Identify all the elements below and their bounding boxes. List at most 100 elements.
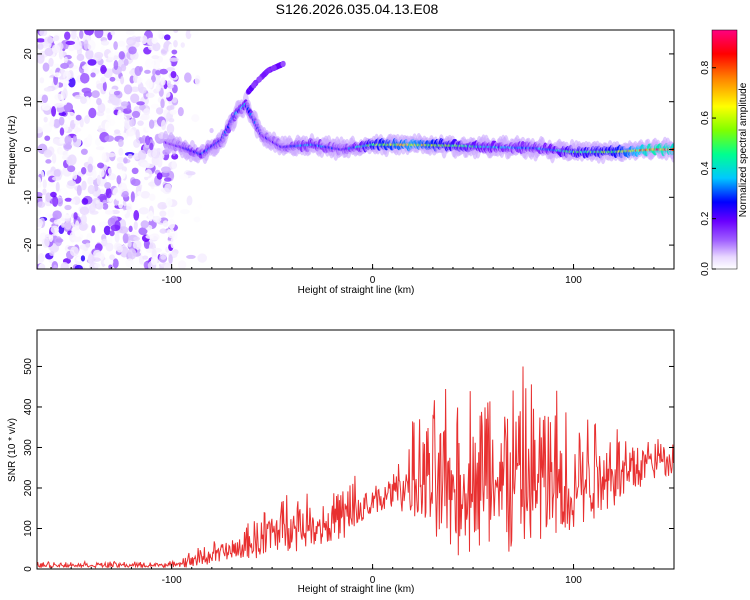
noise-cell bbox=[49, 251, 55, 256]
noise-cell bbox=[170, 237, 175, 249]
noise-cell bbox=[87, 176, 94, 185]
noise-cell bbox=[143, 261, 149, 269]
noise-cell bbox=[112, 258, 119, 269]
noise-cell bbox=[68, 44, 75, 52]
noise-cell bbox=[130, 86, 140, 93]
noise-cell bbox=[123, 84, 133, 95]
noise-cell bbox=[185, 171, 196, 176]
noise-cell bbox=[68, 77, 76, 88]
noise-cell bbox=[80, 96, 87, 104]
noise-cell bbox=[51, 44, 61, 54]
noise-cell bbox=[100, 40, 110, 46]
colorbar-tick-label: 0.2 bbox=[700, 211, 711, 225]
noise-cell bbox=[137, 191, 142, 196]
noise-cell bbox=[103, 225, 111, 236]
noise-cell bbox=[142, 255, 149, 260]
noise-cell bbox=[110, 96, 120, 106]
noise-cell bbox=[87, 59, 97, 66]
snr-frame bbox=[36, 329, 675, 570]
noise-cell bbox=[72, 170, 78, 181]
noise-cell bbox=[84, 115, 90, 124]
noise-cell bbox=[48, 57, 54, 67]
noise-cell bbox=[125, 30, 135, 35]
spectrogram-xtick-label: -100 bbox=[162, 275, 182, 286]
noise-cell bbox=[80, 167, 87, 175]
noise-cell bbox=[80, 255, 86, 262]
noise-cell bbox=[43, 116, 48, 123]
colorbar-tick-label: 0.0 bbox=[700, 262, 711, 276]
noise-cell bbox=[163, 34, 171, 41]
noise-cell bbox=[52, 264, 58, 269]
noise-cell bbox=[45, 192, 52, 203]
noise-cell bbox=[74, 127, 82, 133]
noise-cell bbox=[101, 152, 107, 162]
noise-cell bbox=[156, 172, 163, 180]
noise-cell bbox=[169, 57, 179, 62]
noise-cell bbox=[152, 58, 161, 70]
noise-cell bbox=[120, 76, 125, 85]
noise-cell bbox=[137, 82, 144, 93]
noise-cell bbox=[135, 129, 140, 140]
noise-cell bbox=[184, 72, 192, 83]
spectrogram-xtick-label: 100 bbox=[565, 275, 582, 286]
noise-cell bbox=[155, 69, 161, 76]
noise-cell bbox=[127, 240, 132, 248]
noise-cell bbox=[53, 118, 61, 129]
noise-cell bbox=[51, 106, 57, 117]
noise-cell bbox=[79, 72, 90, 84]
noise-cell bbox=[94, 263, 101, 268]
noise-cell bbox=[55, 238, 64, 243]
noise-cell bbox=[166, 123, 175, 135]
noise-cell bbox=[116, 245, 123, 253]
spectrogram-ytick-label: -10 bbox=[23, 190, 34, 205]
noise-cell bbox=[60, 187, 68, 198]
noise-cell bbox=[67, 165, 76, 173]
noise-cell bbox=[91, 90, 100, 99]
snr-axes: -100 0 100 0 100 200 300 400 500 bbox=[23, 358, 675, 586]
noise-cell bbox=[60, 262, 69, 269]
noise-cell bbox=[65, 40, 76, 45]
noise-cell bbox=[169, 228, 175, 234]
noise-cell bbox=[64, 204, 72, 211]
noise-cell bbox=[104, 121, 111, 132]
noise-cell bbox=[85, 48, 94, 60]
noise-cell bbox=[189, 30, 199, 36]
noise-cell bbox=[37, 103, 41, 112]
noise-cell bbox=[143, 108, 150, 116]
noise-cell bbox=[163, 90, 171, 98]
noise-cell bbox=[109, 230, 115, 237]
noise-cell bbox=[71, 235, 82, 242]
noise-cell bbox=[97, 162, 105, 169]
noise-cell bbox=[110, 224, 121, 232]
noise-cell bbox=[37, 38, 46, 43]
noise-cell bbox=[109, 254, 115, 261]
noise-cell bbox=[83, 39, 89, 51]
noise-cell bbox=[43, 149, 53, 158]
noise-cell bbox=[52, 210, 62, 220]
noise-cell bbox=[107, 53, 115, 58]
noise-cell bbox=[51, 176, 62, 181]
noise-cell bbox=[42, 123, 53, 134]
noise-cell bbox=[129, 118, 135, 127]
noise-cell bbox=[137, 120, 144, 126]
noise-cell bbox=[89, 203, 96, 213]
noise-cell bbox=[171, 160, 177, 170]
noise-cell bbox=[128, 46, 137, 55]
noise-cell bbox=[58, 148, 63, 156]
noise-cell bbox=[99, 169, 105, 178]
noise-cell bbox=[81, 197, 89, 205]
noise-cell bbox=[116, 156, 126, 163]
noise-cell bbox=[162, 220, 169, 227]
noise-cell bbox=[155, 237, 162, 249]
noise-cell bbox=[39, 77, 45, 84]
noise-cell bbox=[107, 167, 112, 175]
noise-cell bbox=[197, 253, 208, 263]
noise-cell bbox=[116, 162, 124, 170]
noise-cell bbox=[134, 65, 142, 77]
spectrogram-ytick-label: 10 bbox=[23, 96, 34, 108]
noise-cell bbox=[171, 49, 178, 55]
noise-cell bbox=[139, 104, 146, 111]
noise-cell bbox=[116, 175, 122, 185]
noise-cell bbox=[177, 107, 184, 117]
